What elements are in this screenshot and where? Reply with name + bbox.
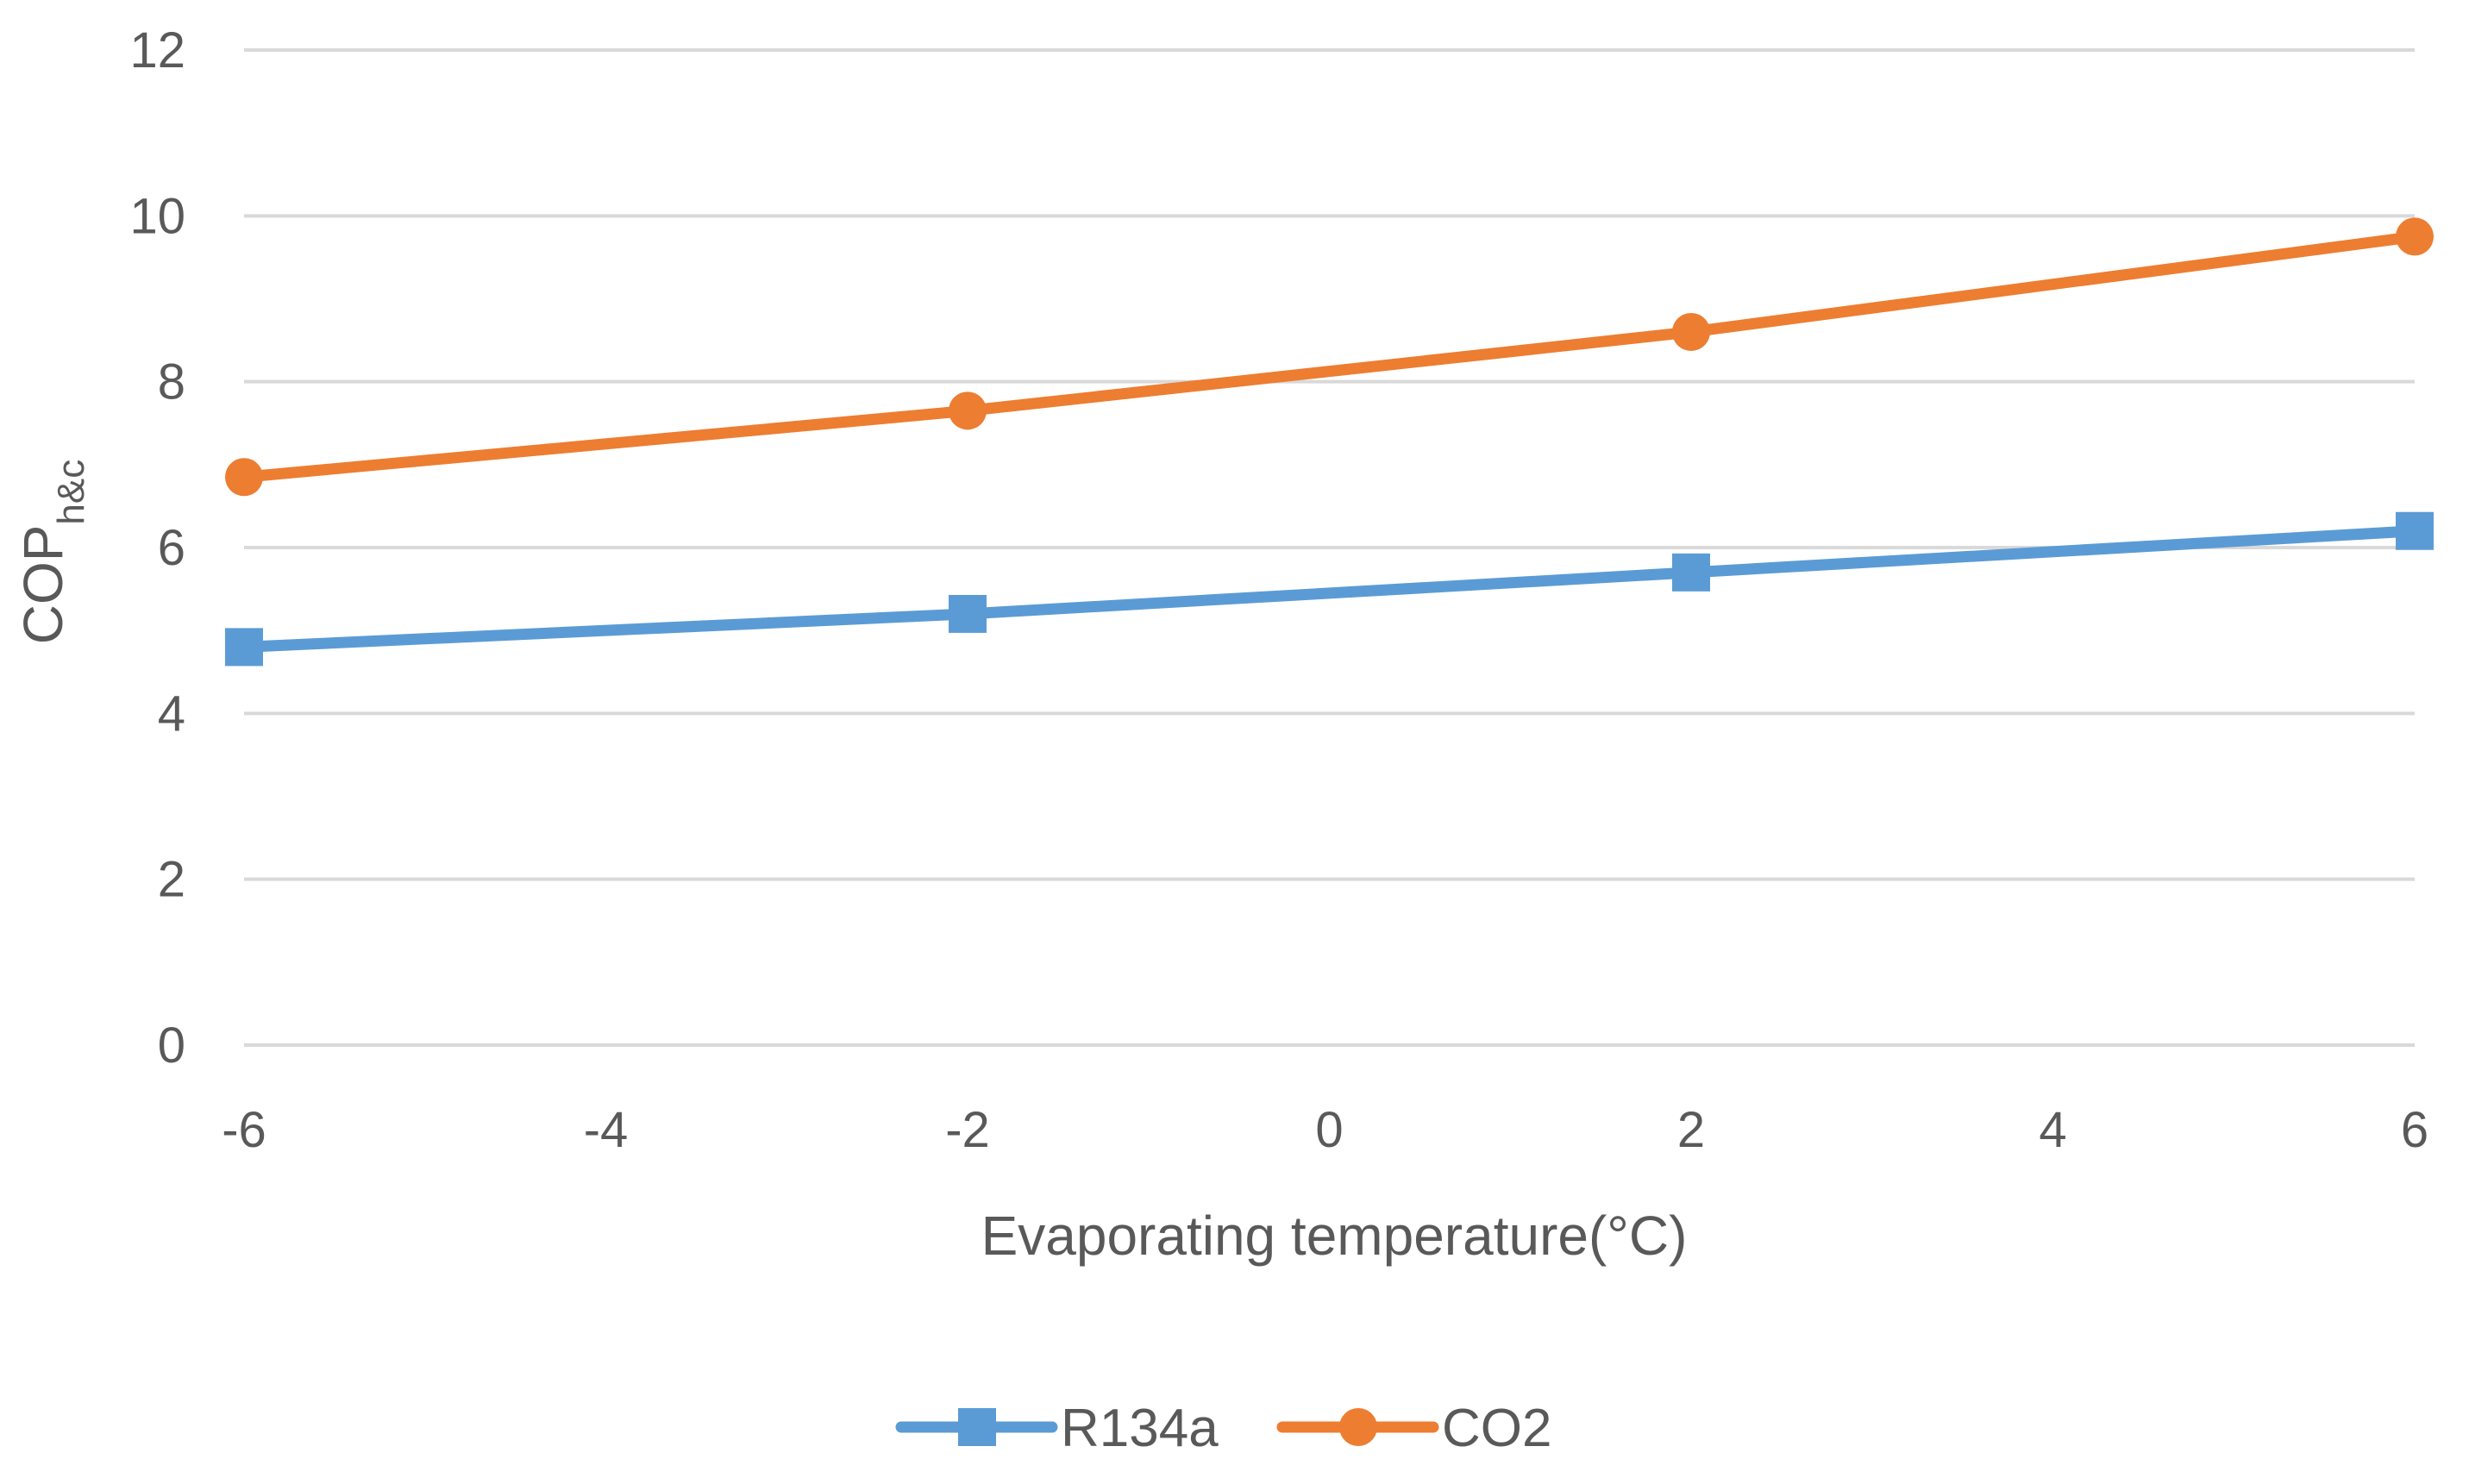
legend: R134a CO2 <box>895 1399 1551 1458</box>
legend-entry-r134a: R134a <box>895 1399 1219 1458</box>
y-tick-label: 8 <box>158 354 185 410</box>
point-r134a <box>1672 553 1710 592</box>
x-axis-ticks: -6 -4 -2 0 2 4 6 <box>222 1102 2428 1158</box>
legend-label-r134a: R134a <box>1061 1399 1219 1458</box>
legend-label-co2: CO2 <box>1442 1399 1551 1458</box>
x-tick-label: 2 <box>1677 1102 1705 1158</box>
point-co2 <box>1672 312 1710 351</box>
y-tick-label: 10 <box>129 188 185 244</box>
series-line-co2 <box>238 230 2421 483</box>
y-tick-label: 6 <box>158 520 185 576</box>
legend-marker-r134a <box>958 1408 996 1446</box>
series <box>225 217 2434 667</box>
point-r134a <box>949 594 987 633</box>
gridlines <box>244 48 2415 1047</box>
point-r134a <box>2396 511 2434 550</box>
y-tick-label: 4 <box>158 686 185 742</box>
x-tick-label: 6 <box>2401 1102 2428 1158</box>
point-co2 <box>2396 217 2434 256</box>
series-line-r134a <box>238 525 2421 653</box>
point-co2 <box>225 458 263 497</box>
point-r134a <box>225 628 263 667</box>
y-axis-title-subscript: h&c <box>50 460 92 525</box>
legend-entry-co2: CO2 <box>1276 1399 1551 1458</box>
x-tick-label: -2 <box>945 1102 990 1158</box>
y-tick-label: 12 <box>129 22 185 78</box>
x-tick-label: -4 <box>584 1102 629 1158</box>
y-tick-label: 2 <box>158 852 185 908</box>
point-co2 <box>949 391 987 430</box>
y-axis-title: COPh&c <box>12 460 92 645</box>
y-axis-title-main: COP <box>12 525 74 645</box>
x-tick-label: -6 <box>222 1102 266 1158</box>
x-axis-title: Evaporating temperature(°C) <box>981 1205 1688 1267</box>
x-tick-label: 4 <box>2039 1102 2066 1158</box>
y-tick-label: 0 <box>158 1018 185 1074</box>
x-tick-label: 0 <box>1315 1102 1343 1158</box>
y-axis-ticks: 0 2 4 6 8 10 12 <box>129 22 185 1074</box>
legend-marker-co2 <box>1339 1408 1377 1446</box>
